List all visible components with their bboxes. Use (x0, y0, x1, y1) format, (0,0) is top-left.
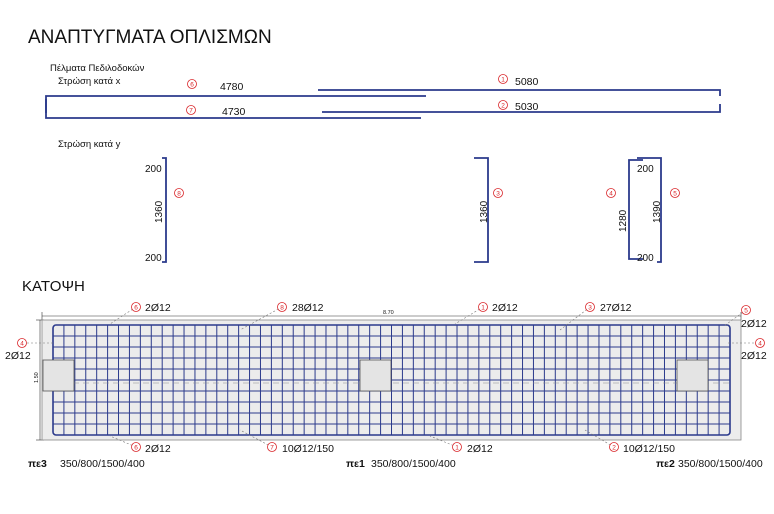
top-label-4-text: 27Ø12 (600, 302, 632, 314)
y-bars: 200 200 1360 8 1360 3 1280 4 200 200 139… (145, 157, 680, 264)
top-label-3-text: 2Ø12 (492, 302, 518, 314)
top-label-1-mark: 6 (134, 304, 138, 311)
subtitle: Πέλματα Πεδιλοδοκών (50, 63, 145, 74)
bottom-label-1-text: 2Ø12 (145, 443, 171, 455)
mark-5: 5 (673, 190, 677, 197)
length-dim: 8.70 (383, 310, 394, 316)
plan-title: ΚΑΤΟΨΗ (22, 278, 85, 295)
column-pe2 (676, 359, 709, 392)
bottom-label-2-mark: 7 (270, 444, 274, 451)
bar-8-bottom: 200 (145, 253, 162, 264)
mark-7-circle (186, 105, 196, 115)
bar-8 (162, 157, 167, 263)
length-6: 4780 (220, 81, 244, 93)
bar-3-length: 1360 (479, 200, 490, 223)
mark-6: 6 (190, 81, 194, 88)
mark-1-circle (498, 74, 508, 84)
bottom-label-4-mark: 2 (612, 444, 616, 451)
caption-pe1-name: πε1 (346, 458, 365, 470)
bottom-label-1-mark: 6 (134, 444, 138, 451)
caption-pe2-name: πε2 (656, 458, 675, 470)
dimension-length: 8.70 (41, 310, 742, 320)
top-label-4-mark: 3 (588, 304, 592, 311)
mark-4: 4 (609, 190, 613, 197)
mark-8: 8 (177, 190, 181, 197)
bar-4 (628, 159, 643, 260)
bar-1 (318, 89, 721, 96)
right-label-mark: 4 (758, 340, 762, 347)
mark-1: 1 (501, 76, 505, 83)
mark-8-circle (174, 188, 184, 198)
caption-pe2-spec: 350/800/1500/400 (678, 458, 763, 470)
right-label-text: 2Ø12 (741, 350, 767, 362)
bar-8-top: 200 (145, 164, 162, 175)
bar-5-length: 1390 (652, 200, 663, 223)
bar-7 (45, 99, 421, 119)
column-captions: πε3 350/800/1500/400 πε1 350/800/1500/40… (28, 458, 763, 470)
mark-4-circle (606, 188, 616, 198)
mark-3: 3 (496, 190, 500, 197)
plan-bottom-labels: 6 2Ø12 7 10Ø12/150 1 2Ø12 2 10Ø12/150 (109, 429, 675, 455)
length-2: 5030 (515, 101, 539, 113)
mark-6-circle (187, 79, 197, 89)
caption-pe3-spec: 350/800/1500/400 (60, 458, 145, 470)
bar-8-length: 1360 (154, 200, 165, 223)
bar-3 (474, 157, 489, 263)
top-label-1-text: 2Ø12 (145, 302, 171, 314)
bar-5-top: 200 (637, 164, 654, 175)
top-label-2-mark: 8 (280, 304, 284, 311)
bottom-label-2-text: 10Ø12/150 (282, 443, 334, 455)
x-bars: 6 4780 1 5080 7 4730 2 5030 (45, 74, 721, 119)
drawing-title: ΑΝΑΠΤΥΓΜΑΤΑ ΟΠΛΙΣΜΩΝ (28, 27, 272, 48)
rebar-grid (53, 325, 730, 435)
width-dim: 1.50 (34, 372, 40, 383)
column-pe3 (42, 359, 75, 392)
mark-2: 2 (501, 102, 505, 109)
bottom-label-3-mark: 1 (455, 444, 459, 451)
top-label-3-mark: 1 (481, 304, 485, 311)
layer-y-label: Στρώση κατά y (58, 139, 121, 150)
bar-2 (322, 104, 721, 113)
top-label-2-text: 28Ø12 (292, 302, 324, 314)
length-1: 5080 (515, 76, 539, 88)
top-label-5-mark: 5 (744, 307, 748, 314)
mark-5-circle (670, 188, 680, 198)
column-pe1 (359, 359, 392, 392)
bar-4-length: 1280 (618, 209, 629, 232)
plan-top-labels: 6 2Ø12 8 28Ø12 1 2Ø12 3 27Ø12 5 2Ø12 (109, 302, 767, 331)
bottom-label-4-text: 10Ø12/150 (623, 443, 675, 455)
bottom-label-3-text: 2Ø12 (467, 443, 493, 455)
caption-pe1-spec: 350/800/1500/400 (371, 458, 456, 470)
length-7: 4730 (222, 106, 246, 118)
caption-pe3-name: πε3 (28, 458, 47, 470)
bar-5-bottom: 200 (637, 253, 654, 264)
layer-x-label: Στρώση κατά x (58, 76, 121, 87)
mark-2-circle (498, 100, 508, 110)
top-label-5-text: 2Ø12 (741, 318, 767, 330)
left-label-mark: 4 (20, 340, 24, 347)
mark-7: 7 (189, 107, 193, 114)
plan-side-labels: 4 2Ø12 4 2Ø12 (5, 338, 767, 362)
bar-5 (637, 157, 662, 263)
mark-3-circle (493, 188, 503, 198)
left-label-text: 2Ø12 (5, 350, 31, 362)
